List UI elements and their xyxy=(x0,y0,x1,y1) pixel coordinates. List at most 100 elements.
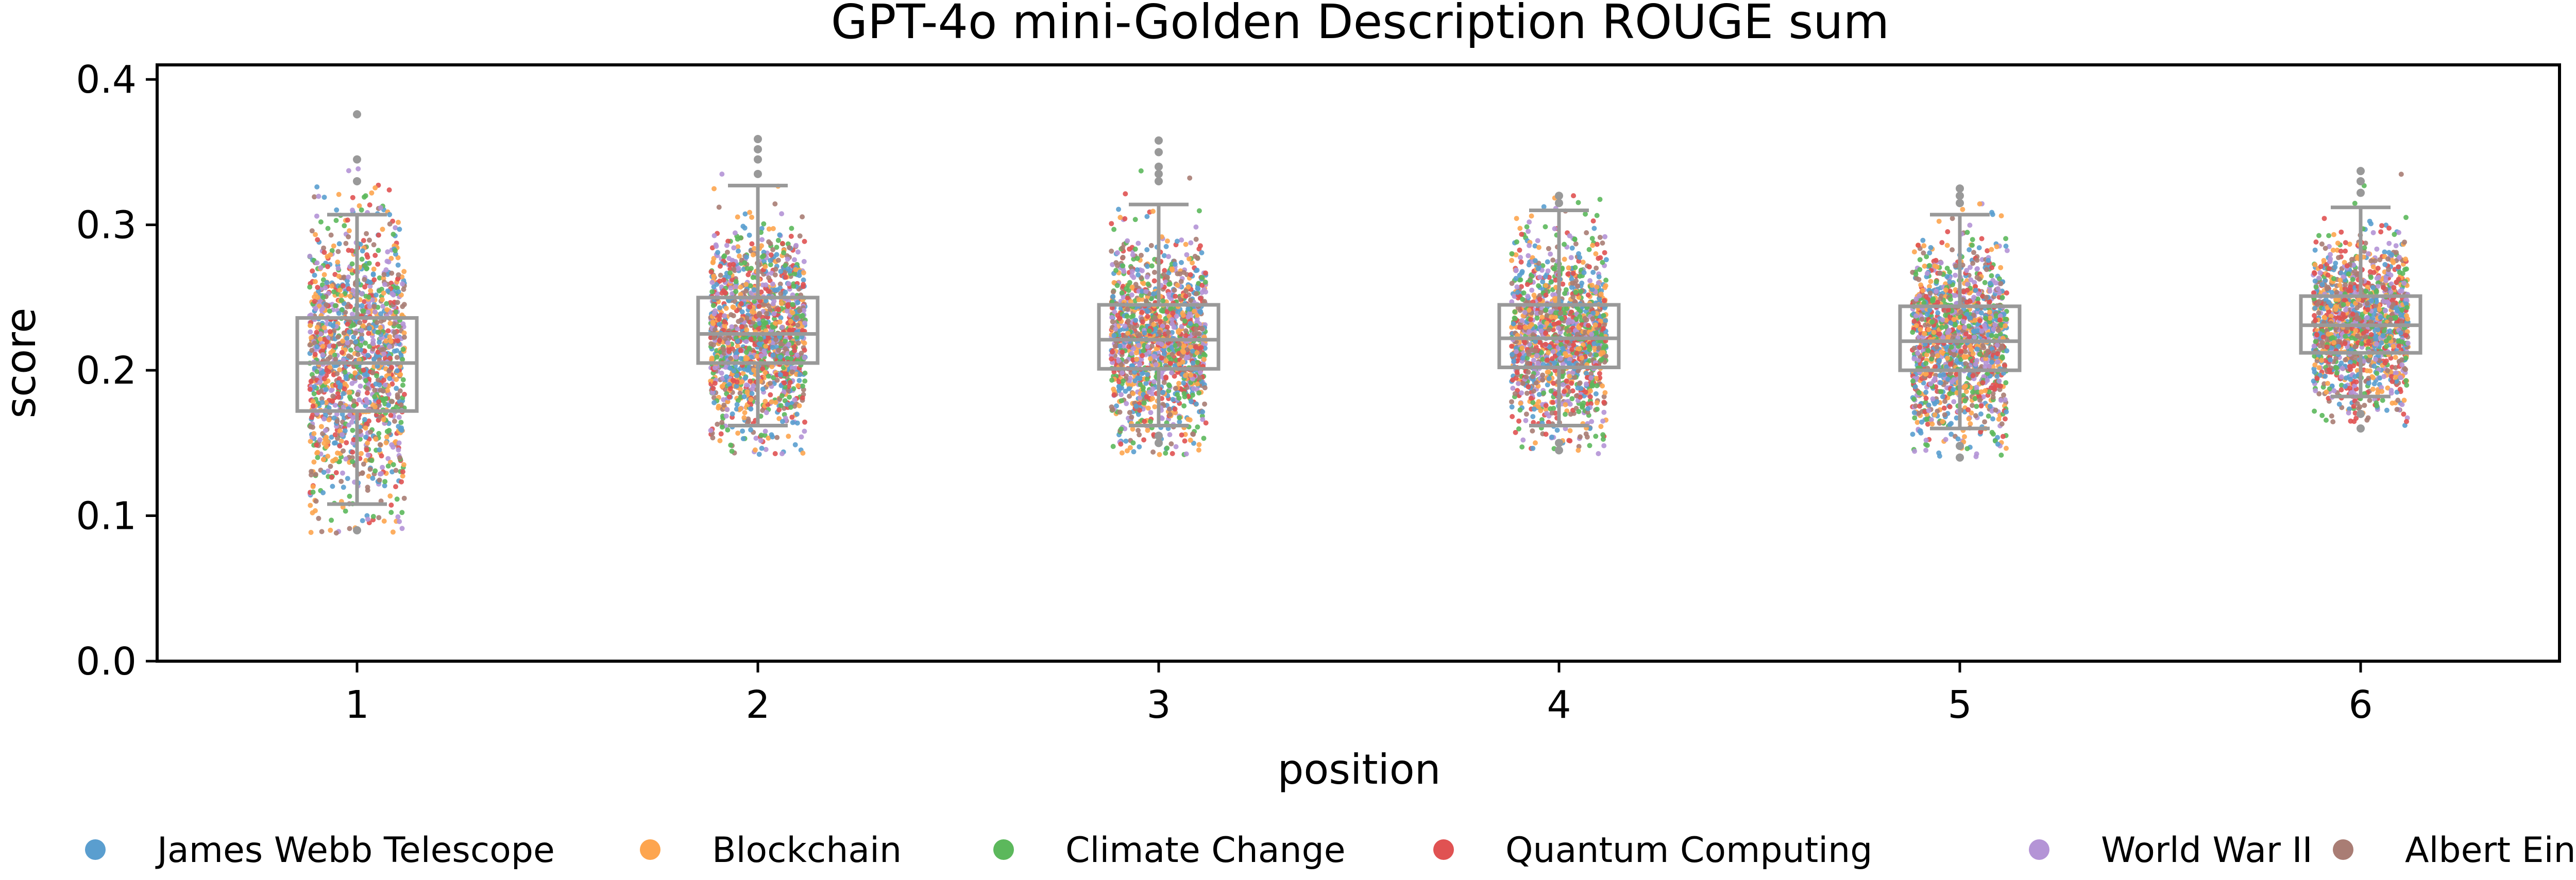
strip-point xyxy=(336,192,342,197)
strip-point xyxy=(762,370,768,375)
strip-point xyxy=(1125,318,1131,324)
strip-point xyxy=(738,406,743,411)
strip-point xyxy=(381,351,387,357)
strip-point xyxy=(802,378,808,384)
strip-point xyxy=(358,342,364,348)
strip-point xyxy=(717,264,723,269)
strip-point xyxy=(1134,256,1140,261)
strip-point xyxy=(789,365,795,371)
strip-point xyxy=(355,166,361,171)
strip-point xyxy=(1188,272,1193,278)
strip-point xyxy=(310,268,315,274)
strip-point xyxy=(748,378,753,384)
strip-point xyxy=(1145,427,1150,433)
strip-point xyxy=(1113,268,1118,273)
strip-point xyxy=(786,434,791,439)
strip-point xyxy=(363,378,368,384)
strip-point xyxy=(387,355,393,361)
strip-point xyxy=(395,514,401,520)
strip-point xyxy=(1137,432,1142,438)
strip-point xyxy=(1510,414,1515,419)
strip-point xyxy=(758,433,764,438)
strip-point xyxy=(1597,235,1603,240)
strip-point xyxy=(1152,404,1158,409)
strip-point xyxy=(783,338,788,344)
strip-point xyxy=(785,387,791,393)
strip-point xyxy=(399,526,405,531)
strip-point xyxy=(747,304,753,310)
strip-point xyxy=(747,210,753,215)
strip-point xyxy=(377,442,383,447)
strip-point xyxy=(1182,438,1188,444)
strip-point xyxy=(770,247,776,252)
strip-point xyxy=(1121,378,1126,384)
strip-point xyxy=(762,433,768,438)
strip-point xyxy=(726,382,732,387)
strip-point xyxy=(1113,326,1118,332)
strip-point xyxy=(396,219,401,225)
strip-point xyxy=(1589,236,1595,241)
strip-point xyxy=(312,194,317,200)
strip-point xyxy=(347,412,352,418)
strip-point xyxy=(329,388,334,393)
strip-point xyxy=(1143,298,1149,304)
strip-point xyxy=(1524,390,1530,396)
strip-point xyxy=(753,436,759,441)
strip-point xyxy=(794,315,799,321)
strip-point xyxy=(376,430,382,436)
strip-point xyxy=(315,237,320,243)
strip-point xyxy=(351,334,357,340)
strip-point xyxy=(1596,451,1601,456)
strip-point xyxy=(383,338,389,344)
strip-point xyxy=(400,281,405,287)
strip-point xyxy=(363,193,368,199)
strip-point xyxy=(1140,268,1145,273)
strip-point xyxy=(312,272,317,278)
strip-point xyxy=(783,274,788,280)
strip-point xyxy=(340,338,346,344)
strip-point xyxy=(1192,331,1197,336)
strip-point xyxy=(1161,351,1167,356)
strip-point xyxy=(739,324,744,330)
strip-point xyxy=(761,221,767,227)
strip-point xyxy=(346,286,351,291)
strip-point xyxy=(367,202,372,208)
strip-point xyxy=(763,446,769,452)
strip-point xyxy=(377,275,382,281)
strip-point xyxy=(1518,401,1523,406)
strip-point xyxy=(1127,410,1132,416)
strip-point xyxy=(1114,263,1120,268)
strip-point xyxy=(316,515,321,521)
strip-point xyxy=(346,168,351,174)
strip-point xyxy=(1193,291,1199,297)
strip-point xyxy=(757,336,763,341)
strip-point xyxy=(802,238,807,244)
strip-point xyxy=(353,339,359,344)
strip-point xyxy=(802,428,807,434)
strip-point xyxy=(1594,241,1600,247)
strip-point xyxy=(1124,286,1129,291)
strip-point xyxy=(362,299,367,304)
strip-point xyxy=(721,402,727,408)
strip-point xyxy=(362,277,367,282)
strip-point xyxy=(1602,234,1608,239)
strip-point xyxy=(1187,175,1193,181)
strip-point xyxy=(1551,266,1557,272)
strip-point xyxy=(393,225,398,231)
strip-point xyxy=(721,288,726,294)
strip-point xyxy=(734,379,740,385)
strip-point xyxy=(1118,398,1124,404)
strip-point xyxy=(1199,275,1205,281)
strip-point xyxy=(388,412,394,418)
strip-point xyxy=(749,354,754,360)
strip-point xyxy=(320,352,326,357)
strip-point xyxy=(788,405,793,410)
strip-point xyxy=(800,313,805,318)
strip-point xyxy=(748,396,754,402)
strip-point xyxy=(1151,269,1157,275)
strip-point xyxy=(328,527,333,533)
strip-point xyxy=(766,373,771,379)
strip-point xyxy=(1151,379,1157,385)
strip-point xyxy=(1161,347,1166,353)
strip-point xyxy=(1603,278,1609,283)
